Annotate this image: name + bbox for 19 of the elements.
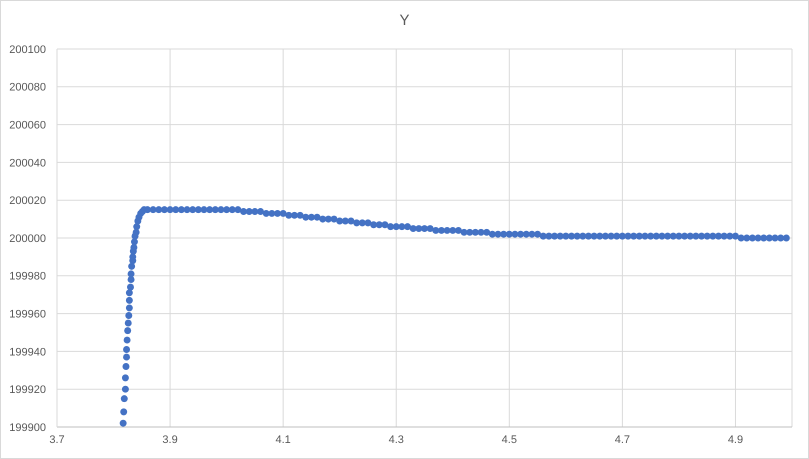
- y-tick-label: 200080: [9, 82, 46, 94]
- y-tick-label: 200060: [9, 120, 46, 132]
- y-tick-label: 199940: [9, 346, 46, 358]
- x-tick-label: 4.7: [614, 434, 630, 446]
- y-tick-label: 200100: [9, 44, 46, 56]
- y-tick-label: 200020: [9, 195, 46, 208]
- x-tick-label: 4.5: [502, 434, 517, 446]
- y-tick-label: 199960: [9, 308, 46, 321]
- x-tick-label: 4.1: [276, 434, 291, 446]
- chart-title: Y: [398, 12, 410, 29]
- y-tick-label: 199920: [9, 384, 46, 396]
- x-tick-label: 4.9: [728, 434, 744, 446]
- x-tick-label: 4.3: [388, 434, 404, 446]
- y-tick-label: 199980: [9, 270, 46, 283]
- y-tick-label: 199900: [9, 422, 46, 434]
- x-tick-label: 3.7: [49, 434, 65, 446]
- x-tick-label: 3.9: [162, 434, 178, 446]
- y-tick-label: 200040: [9, 157, 46, 170]
- y-tick-label: 200000: [9, 232, 46, 245]
